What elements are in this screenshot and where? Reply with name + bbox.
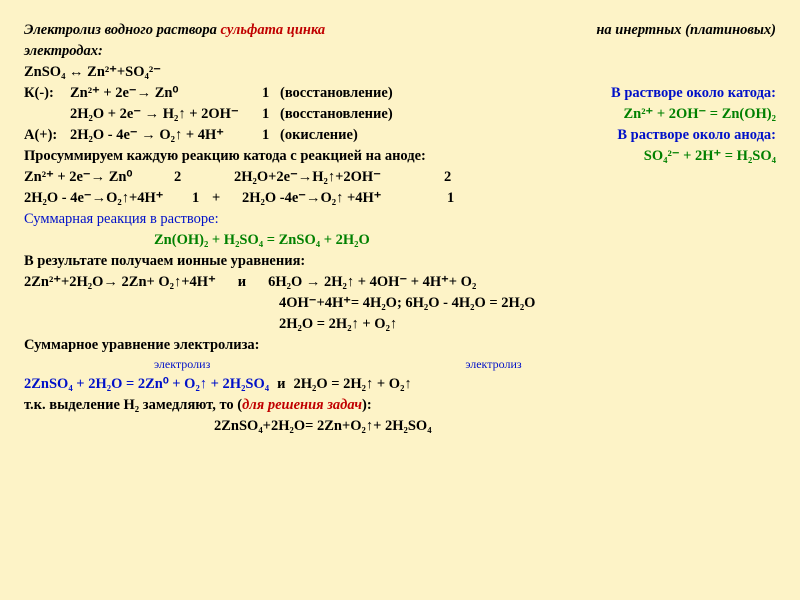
cathode-label: К(-): — [24, 83, 70, 104]
overall-word-2: электролиз — [210, 356, 521, 373]
dissociation: ZnSO₄ ↔ Zn²⁺+SO₄²⁻ — [24, 62, 776, 83]
overall-word-1: электролиз — [24, 356, 210, 373]
cathode-r1-side: В растворе около катода: — [455, 83, 776, 104]
anode-coef: 1 — [262, 125, 280, 146]
pair-b-c2: 1 — [447, 188, 454, 209]
overall-eq: 2ZnSO₄ + 2H₂O = 2Zn⁰ + O₂↑ + 2H₂SO₄ и 2H… — [24, 374, 776, 395]
sum-each-text: Просуммируем каждую реакцию катода с реа… — [24, 146, 426, 167]
overall-and: и — [277, 374, 285, 395]
cathode-r1-coef: 1 — [262, 83, 280, 104]
anode-left: 2H₂O - 4e⁻ → O₂↑ + 4H⁺ — [70, 125, 262, 146]
title-accent: сульфата цинка — [221, 22, 326, 38]
ionic-eq1-r: 6H₂O → 2H₂↑ + 4OH⁻ + 4H⁺+ O₂ — [268, 272, 476, 293]
sum-each-eq: SO₄²⁻ + 2H⁺ = H₂SO₄ — [426, 146, 776, 167]
anode-r: А(+): 2H₂O - 4e⁻ → O₂↑ + 4H⁺ 1 (окислени… — [24, 125, 776, 146]
pair-b-l1: 2H₂O - 4e⁻→O₂↑+4H⁺ — [24, 188, 192, 209]
ionic-eq1-l: 2Zn²⁺+2H₂O→ 2Zn+ O₂↑+4H⁺ — [24, 272, 216, 293]
ionic-eq3: 2H₂O = 2H₂↑ + O₂↑ — [24, 314, 776, 335]
sum-in-sol-label: Суммарная реакция в растворе: — [24, 209, 776, 230]
note-t1: т.к. выделение H₂ замедляют, то ( — [24, 397, 242, 413]
note-line: т.к. выделение H₂ замедляют, то (для реш… — [24, 395, 776, 416]
ionic-eq1: 2Zn²⁺+2H₂O→ 2Zn+ O₂↑+4H⁺ и 6H₂O → 2H₂↑ +… — [24, 272, 776, 293]
cathode-r1-left: Zn²⁺ + 2e⁻→ Zn⁰ — [70, 83, 262, 104]
note-eq: 2ZnSO₄+2H₂O= 2Zn+O₂↑+ 2H₂SO₄ — [24, 416, 776, 437]
pair-a-l2: 2H₂O+2e⁻→H₂↑+2OH⁻ — [234, 167, 444, 188]
cathode-r1-note: (восстановление) — [280, 83, 455, 104]
title: Электролиз водного раствора сульфата цин… — [24, 20, 776, 41]
pair-a: Zn²⁺ + 2e⁻→ Zn⁰ 2 2H₂O+2e⁻→H₂↑+2OH⁻ 2 — [24, 167, 776, 188]
cathode-r2-side: Zn²⁺ + 2OH⁻ = Zn(OH)₂ — [455, 104, 776, 125]
sum-each: Просуммируем каждую реакцию катода с реа… — [24, 146, 776, 167]
pair-b-plus: + — [212, 188, 242, 209]
cathode-r2-note: (восстановление) — [280, 104, 455, 125]
ionic-label: В результате получаем ионные уравнения: — [24, 251, 776, 272]
title-line2: электродах: — [24, 41, 776, 62]
cathode-r2: 2H₂O + 2e⁻ → H₂↑ + 2OH⁻ 1 (восстановлени… — [24, 104, 776, 125]
overall-word-row: электролиз электролиз — [24, 356, 776, 373]
cathode-r1: К(-): Zn²⁺ + 2e⁻→ Zn⁰ 1 (восстановление)… — [24, 83, 776, 104]
pair-a-c1: 2 — [174, 167, 234, 188]
overall-label: Суммарное уравнение электролиза: — [24, 335, 776, 356]
note-t3: ): — [362, 397, 372, 413]
title-pre: Электролиз водного раствора — [24, 22, 221, 38]
pair-b-l2: 2H₂O -4e⁻→O₂↑ +4H⁺ — [242, 188, 447, 209]
sum-in-sol-eq: Zn(OH)₂ + H₂SO₄ = ZnSO₄ + 2H₂O — [24, 230, 776, 251]
pair-a-c2: 2 — [444, 167, 451, 188]
anode-side: В растворе около анода: — [455, 125, 776, 146]
ionic-eq2: 4OH⁻+4H⁺= 4H₂O; 6H₂O - 4H₂O = 2H₂O — [24, 293, 776, 314]
note-t2: для решения задач — [242, 397, 362, 413]
pair-b: 2H₂O - 4e⁻→O₂↑+4H⁺ 1 + 2H₂O -4e⁻→O₂↑ +4H… — [24, 188, 776, 209]
cathode-r2-coef: 1 — [262, 104, 280, 125]
cathode-r2-left: 2H₂O + 2e⁻ → H₂↑ + 2OH⁻ — [70, 104, 262, 125]
overall-eq-l: 2ZnSO₄ + 2H₂O = 2Zn⁰ + O₂↑ + 2H₂SO₄ — [24, 374, 269, 395]
title-post: на инертных (платиновых) — [596, 20, 776, 41]
anode-note: (окисление) — [280, 125, 455, 146]
anode-label: А(+): — [24, 125, 70, 146]
pair-a-l1: Zn²⁺ + 2e⁻→ Zn⁰ — [24, 167, 174, 188]
pair-b-c1: 1 — [192, 188, 212, 209]
overall-eq-r: 2H₂O = 2H₂↑ + O₂↑ — [293, 374, 411, 395]
ionic-and: и — [238, 272, 246, 293]
